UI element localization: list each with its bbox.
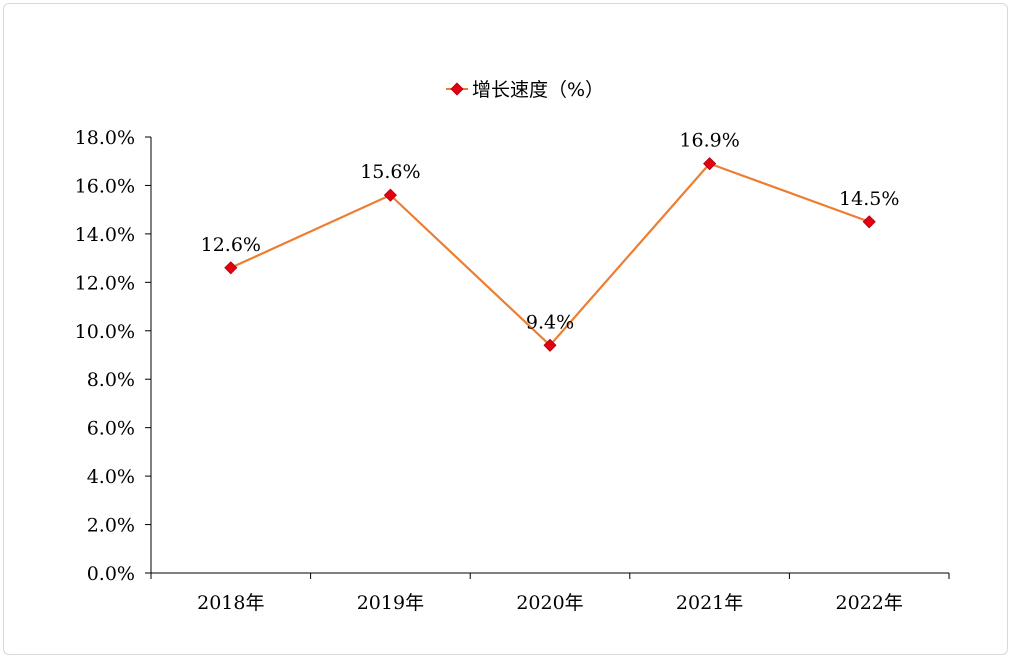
- data-label: 12.6%: [201, 234, 261, 256]
- data-label: 15.6%: [360, 161, 420, 183]
- data-point-marker: [383, 188, 397, 202]
- x-ticks: 2018年 2019年 2020年 2021年 2022年: [150, 573, 950, 614]
- data-point-marker: [543, 338, 557, 352]
- y-tick-label: 8.0%: [87, 369, 135, 391]
- y-tick-label: 6.0%: [87, 418, 135, 440]
- y-tick-label: 12.0%: [75, 272, 135, 294]
- y-tick-label: 14.0%: [75, 224, 135, 246]
- y-tick-label: 18.0%: [75, 127, 135, 149]
- x-tick-label: 2019年: [357, 592, 424, 614]
- data-label: 9.4%: [526, 311, 574, 333]
- data-label: 14.5%: [839, 188, 899, 210]
- legend-marker-swatch: [450, 82, 464, 96]
- y-tick-label: 10.0%: [75, 321, 135, 343]
- data-point-marker: [862, 215, 876, 229]
- data-point-marker: [224, 261, 238, 275]
- y-tick-label: 2.0%: [87, 515, 135, 537]
- series-growth-rate: [224, 157, 876, 352]
- legend: 增长速度（%）: [446, 79, 604, 101]
- x-tick-label: 2021年: [676, 592, 743, 614]
- y-tick-label: 4.0%: [87, 466, 135, 488]
- x-tick-label: 2018年: [197, 592, 264, 614]
- x-tick-label: 2022年: [836, 592, 903, 614]
- axes: [150, 137, 949, 574]
- x-tick-label: 2020年: [516, 592, 583, 614]
- y-ticks: 0.0% 2.0% 4.0% 6.0% 8.0% 10.0% 12.0% 14.0% 16.0%…: [75, 127, 151, 585]
- chart-frame: [3, 3, 1008, 655]
- data-point-marker: [703, 157, 717, 171]
- data-label: 16.9%: [679, 130, 739, 152]
- data-labels: 12.6% 15.6% 9.4% 16.9% 14.5%: [201, 130, 900, 334]
- y-tick-label: 16.0%: [75, 175, 135, 197]
- legend-label-growth-rate: 增长速度（%）: [472, 79, 604, 101]
- y-tick-label: 0.0%: [87, 563, 135, 585]
